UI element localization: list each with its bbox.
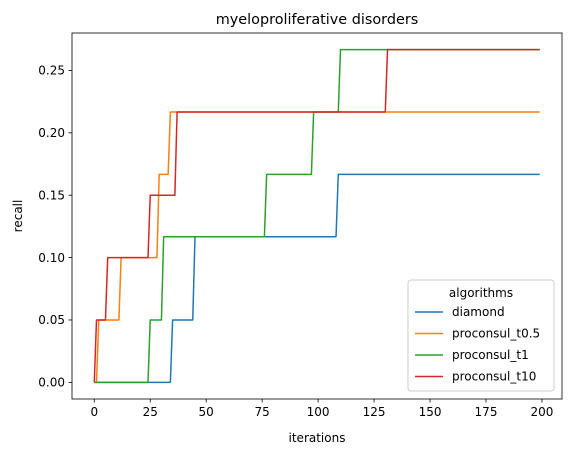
y-tick-label: 0.05 [38, 313, 65, 327]
legend-box [407, 279, 555, 392]
y-tick-label: 0.15 [38, 188, 65, 202]
plot-frame [71, 32, 563, 400]
x-axis-label: iterations [289, 431, 346, 445]
legend-label: proconsul_t1 [452, 348, 529, 362]
x-tick-label: 200 [531, 405, 554, 419]
x-tick-label: 175 [475, 405, 498, 419]
x-tick-label: 25 [143, 405, 158, 419]
series-line-proconsul_t10 [93, 48, 540, 383]
x-tick-label: 50 [199, 405, 214, 419]
x-tick-label: 150 [419, 405, 442, 419]
legend-label: proconsul_t0.5 [452, 327, 540, 341]
plot-lines [93, 48, 540, 384]
legend-items: diamond proconsul_t0.5 proconsul_t1procons… [415, 305, 540, 384]
legend-label: diamond [452, 305, 505, 319]
y-tick-label: 0.20 [38, 126, 65, 140]
legend-title: algorithms [449, 286, 513, 300]
series-line-diamond [94, 173, 540, 384]
legend: algorithms diamond proconsul_t0.5 proconsu… [407, 279, 555, 392]
x-tick-label: 100 [307, 405, 330, 419]
legend-label: proconsul_t10 [452, 370, 536, 384]
x-axis-ticks: 0 25 50 75 100 125 150 175 200 [90, 399, 553, 419]
x-tick-label: 0 [90, 405, 98, 419]
chart-title: myeloproliferative disorders [216, 12, 418, 28]
y-tick-label: 0.25 [38, 64, 65, 78]
y-tick-label: 0.10 [38, 251, 65, 265]
y-axis-label: recall [11, 200, 25, 233]
y-tick-label: 0.00 [38, 376, 65, 390]
x-tick-label: 75 [255, 405, 270, 419]
x-tick-label: 125 [363, 405, 386, 419]
y-axis-ticks: 0.00 0.05 0.10 0.15 0.20 0.25 [38, 64, 72, 390]
